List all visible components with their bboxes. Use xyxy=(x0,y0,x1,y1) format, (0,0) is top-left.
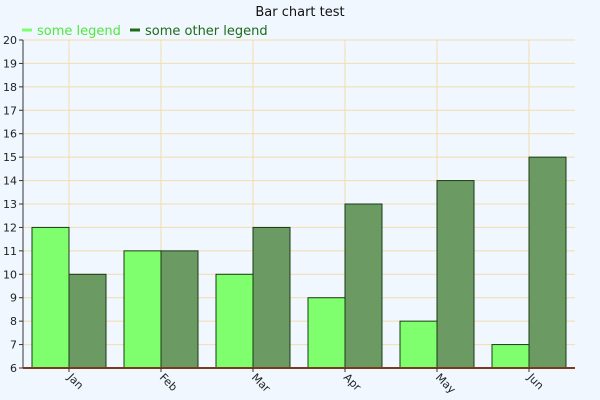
y-tick-label: 9 xyxy=(10,292,17,305)
bar-2-jun xyxy=(528,156,567,369)
y-tick-label: 10 xyxy=(3,268,17,281)
bar-1-mar xyxy=(215,273,254,369)
x-tick-label-jun: Jun xyxy=(524,370,546,392)
y-tick-label: 20 xyxy=(3,34,17,47)
bar-2-may xyxy=(436,180,475,369)
x-tick-label-mar: Mar xyxy=(249,371,273,395)
bar-2-feb xyxy=(160,250,199,369)
y-tick-label: 7 xyxy=(10,339,17,352)
bar-1-jan xyxy=(31,226,70,369)
bar-2-mar xyxy=(252,226,291,369)
y-tick-labels: 6 7 8 9 10 11 12 13 14 15 16 17 18 19 20 xyxy=(3,34,17,375)
y-tick-label: 17 xyxy=(3,104,17,117)
bar-2-apr xyxy=(344,203,383,369)
bar-1-apr xyxy=(307,297,346,369)
y-tick-label: 19 xyxy=(3,57,17,70)
x-tick-labels: Jan Feb Mar Apr May Jun xyxy=(64,370,546,396)
y-tick-label: 11 xyxy=(3,245,17,258)
y-tick-label: 8 xyxy=(10,315,17,328)
x-tick-label-apr: Apr xyxy=(341,371,364,394)
bar-2-jan xyxy=(68,273,107,369)
y-tick-label: 16 xyxy=(3,128,17,141)
axes xyxy=(19,39,575,372)
x-tick-label-jan: Jan xyxy=(64,370,86,392)
y-tick-label: 15 xyxy=(3,151,17,164)
legend: some legend some other legend xyxy=(22,24,268,39)
x-tick-label-may: May xyxy=(433,371,459,397)
bar-1-feb xyxy=(123,250,162,369)
chart-title: Bar chart test xyxy=(255,5,344,20)
y-tick-label: 13 xyxy=(3,198,17,211)
bars xyxy=(31,156,567,369)
x-tick-label-feb: Feb xyxy=(157,371,180,394)
legend-label-series-2: some other legend xyxy=(145,24,268,39)
bar-1-may xyxy=(399,320,438,369)
bar-1-jun xyxy=(491,344,530,369)
y-tick-label: 14 xyxy=(3,175,17,188)
y-tick-label: 18 xyxy=(3,81,17,94)
y-tick-label: 12 xyxy=(3,221,17,234)
y-tick-label: 6 xyxy=(10,362,17,375)
legend-label-series-1: some legend xyxy=(37,24,121,39)
